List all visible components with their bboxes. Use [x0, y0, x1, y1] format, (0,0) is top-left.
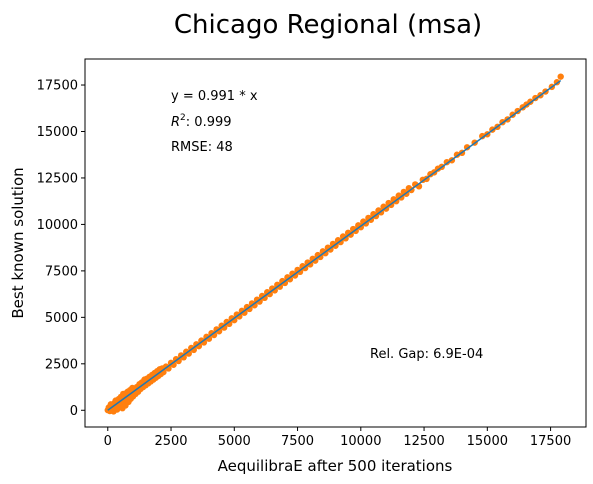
r-squared-annotation: R2: 0.999	[171, 113, 232, 130]
data-point	[261, 294, 268, 302]
x-tick-label: 0	[104, 434, 112, 449]
r-squared-superscript: 2	[180, 113, 186, 123]
x-axis-ticks: 0 2500 5000 7500 10000 12500 15000 17500	[104, 427, 571, 449]
data-point	[256, 298, 263, 305]
x-tick-label: 2500	[154, 434, 187, 449]
rel-gap-annotation: Rel. Gap: 6.9E-04	[370, 347, 483, 362]
data-point	[286, 276, 294, 283]
chart-title: Chicago Regional (msa)	[174, 10, 482, 40]
y-tick-label: 17500	[37, 79, 78, 94]
x-tick-label: 10000	[340, 434, 381, 449]
data-point	[291, 272, 299, 279]
y-tick-label: 7500	[45, 264, 78, 279]
data-point	[251, 302, 258, 309]
y-tick-label: 5000	[45, 311, 78, 326]
data-point	[296, 268, 304, 276]
y-tick-label: 2500	[45, 357, 78, 372]
data-point	[307, 261, 314, 268]
data-point	[281, 279, 289, 287]
y-axis-label: Best known solution	[9, 167, 27, 318]
data-point	[266, 290, 273, 298]
r-squared-value: : 0.999	[186, 115, 232, 130]
data-point	[479, 132, 486, 140]
data-point	[317, 253, 324, 261]
y-tick-label: 10000	[37, 218, 78, 233]
data-point	[301, 264, 309, 272]
data-point	[453, 151, 461, 158]
data-point	[463, 144, 471, 151]
x-tick-label: 5000	[218, 434, 251, 449]
x-tick-label: 12500	[403, 434, 444, 449]
y-axis-ticks: 0 2500 5000 7500 10000 12500 15000 17500	[37, 79, 85, 419]
plot-frame	[84, 58, 587, 428]
data-point	[557, 73, 564, 80]
x-axis-label: AequilibraE after 500 iterations	[218, 457, 453, 475]
data-point	[276, 283, 284, 290]
data-point	[312, 257, 319, 264]
x-tick-label: 15000	[467, 434, 508, 449]
r-squared-symbol: R	[171, 115, 180, 130]
fit-line-group	[107, 79, 562, 411]
y-tick-label: 15000	[37, 125, 78, 140]
y-tick-label: 12500	[37, 171, 78, 186]
x-tick-label: 17500	[530, 434, 571, 449]
fit-line	[107, 79, 562, 411]
equation-annotation: y = 0.991 * x	[171, 89, 258, 104]
x-tick-label: 7500	[281, 434, 314, 449]
rmse-annotation: RMSE: 48	[171, 140, 233, 155]
data-point	[271, 287, 278, 294]
y-tick-label: 0	[70, 404, 78, 419]
